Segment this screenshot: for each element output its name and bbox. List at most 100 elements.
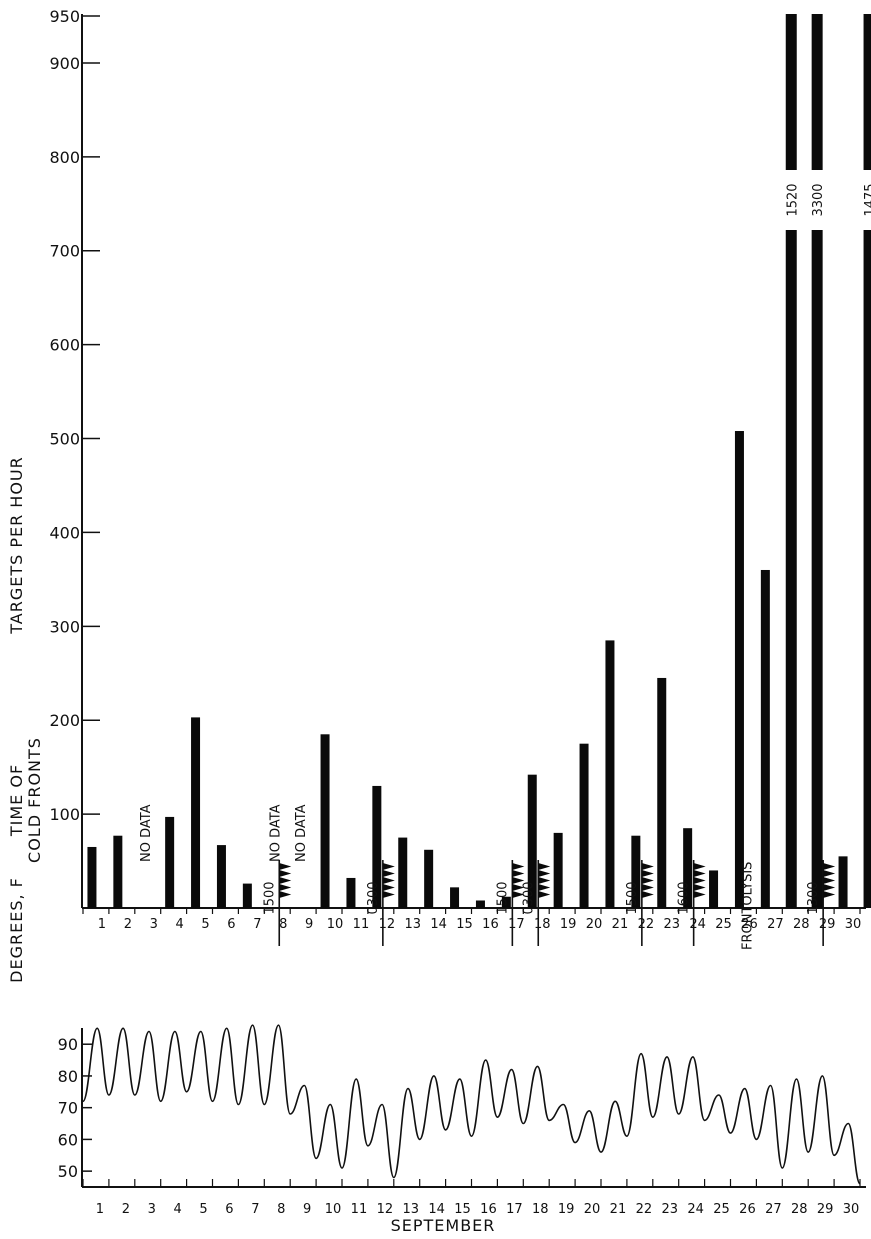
temp-x-tick-label-20: 20: [584, 1202, 601, 1217]
temp-x-tick-label-5: 5: [199, 1202, 207, 1217]
bar-x-tick-label-9: 9: [305, 917, 313, 932]
bar-x-tick-label-15: 15: [456, 917, 473, 932]
bar-y-tick-label-200: 200: [49, 711, 80, 730]
fronts-axis-title-line1: TIME OF: [7, 764, 26, 837]
cold-fronts-panel: 1500 0300 1500 0300 1500 1600 1300 FRONTOLYSIS: [262, 860, 836, 950]
temp-x-tick-label-17: 17: [506, 1202, 523, 1217]
temp-x-tick-label-14: 14: [428, 1202, 445, 1217]
bar-x-tick-label-13: 13: [404, 917, 421, 932]
bar-y-tick-label-300: 300: [49, 617, 80, 636]
bar-day-14: [424, 849, 434, 908]
temp-y-tick-label-70: 70: [58, 1099, 78, 1118]
temp-y-tick-label-50: 50: [58, 1162, 78, 1181]
bar-y-tick-label-400: 400: [49, 523, 80, 542]
bar-x-tick-label-10: 10: [327, 917, 344, 932]
bar-x-tick-label-19: 19: [560, 917, 577, 932]
temp-x-tick-label-16: 16: [480, 1202, 497, 1217]
temp-x-tick-label-4: 4: [174, 1202, 182, 1217]
bar-x-tick-label-25: 25: [715, 917, 732, 932]
bar-x-tick-label-1: 1: [98, 917, 106, 932]
bar-day-2: [113, 835, 123, 908]
bar-x-tick-label-30: 30: [845, 917, 862, 932]
temp-x-tick-label-2: 2: [122, 1202, 130, 1217]
bar-value-label-day-28: 1520: [785, 183, 800, 216]
bar-day-7: [242, 883, 252, 908]
bar-day-12: [372, 785, 382, 908]
temp-x-tick-label-21: 21: [610, 1202, 627, 1217]
bar-x-tick-label-29: 29: [819, 917, 836, 932]
no-data-label-day-8: NO DATA: [268, 804, 283, 862]
front-symbol-day-22: [641, 863, 654, 898]
bar-x-tick-label-4: 4: [176, 917, 184, 932]
bar-x-tick-label-28: 28: [793, 917, 810, 932]
bar-x-tick-label-7: 7: [253, 917, 261, 932]
front-symbol-day-24: [693, 863, 706, 898]
temp-x-tick-label-25: 25: [713, 1202, 730, 1217]
bar-value-label-day-29: 3300: [811, 183, 826, 216]
temp-y-tick-label-60: 60: [58, 1130, 78, 1149]
front-time-label-day-12: 0300: [366, 881, 381, 914]
bar-x-tick-label-23: 23: [663, 917, 680, 932]
bar-day-11: [346, 877, 356, 908]
front-time-label-day-29: 1300: [806, 881, 821, 914]
bar-extra-value-label: 1475: [863, 183, 871, 216]
bar-day-22: [631, 835, 641, 908]
frontolysis-label: FRONTOLYSIS: [740, 862, 755, 950]
temp-x-tick-label-19: 19: [558, 1202, 575, 1217]
temp-x-tick-label-11: 11: [351, 1202, 368, 1217]
bar-break-gap: [809, 170, 825, 230]
front-symbol-day-17: [512, 863, 525, 898]
temp-x-tick-label-30: 30: [843, 1202, 860, 1217]
bar-x-tick-label-14: 14: [430, 917, 447, 932]
bar-x-tick-label-26: 26: [741, 917, 758, 932]
bar-day-30: [838, 856, 848, 908]
temp-x-tick-label-9: 9: [303, 1202, 311, 1217]
bar-break-gap: [861, 170, 871, 230]
front-time-label-day-18: 0300: [521, 881, 536, 914]
no-data-label-day-9: NO DATA: [294, 804, 309, 862]
temp-x-tick-label-22: 22: [636, 1202, 653, 1217]
bar-x-tick-label-3: 3: [150, 917, 158, 932]
bar-day-29-broken: [811, 14, 823, 908]
temp-x-tick-label-28: 28: [791, 1202, 808, 1217]
no-data-label-day-3: NO DATA: [139, 804, 154, 862]
bar-day-16: [475, 900, 485, 908]
temp-x-tick-label-10: 10: [325, 1202, 342, 1217]
bar-y-axis-title: TARGETS PER HOUR: [7, 456, 26, 635]
temp-x-tick-label-26: 26: [739, 1202, 756, 1217]
bar-day-23: [657, 677, 667, 908]
bar-day-17: [501, 896, 511, 908]
temp-x-tick-label-18: 18: [532, 1202, 549, 1217]
front-time-label-day-24: 1600: [677, 881, 692, 914]
bar-x-tick-label-5: 5: [201, 917, 209, 932]
bar-day-26: [734, 431, 744, 908]
temp-y-tick-label-90: 90: [58, 1035, 78, 1054]
bar-x-tick-label-20: 20: [586, 917, 603, 932]
bar-x-tick-label-8: 8: [279, 917, 287, 932]
bar-day-20: [579, 743, 589, 908]
bar-day-5: [191, 717, 201, 908]
bar-day-18: [527, 774, 537, 908]
temp-x-tick-label-23: 23: [661, 1202, 678, 1217]
x-axis-title: SEPTEMBER: [391, 1216, 496, 1235]
bar-day-6: [216, 845, 226, 908]
bar-day-19: [553, 832, 563, 908]
temp-x-tick-label-7: 7: [251, 1202, 259, 1217]
bar-y-tick-label-800: 800: [49, 148, 80, 167]
bar-day-1: [87, 846, 97, 908]
temp-x-tick-label-27: 27: [765, 1202, 782, 1217]
bar-y-tick-label-950: 950: [49, 7, 80, 26]
temp-x-tick-label-24: 24: [687, 1202, 704, 1217]
bar-x-tick-label-24: 24: [689, 917, 706, 932]
temp-x-tick-label-12: 12: [377, 1202, 394, 1217]
bar-x-tick-label-18: 18: [534, 917, 551, 932]
bar-y-tick-label-100: 100: [49, 805, 80, 824]
temp-x-tick-label-29: 29: [817, 1202, 834, 1217]
bar-day-24: [683, 828, 693, 908]
bar-y-tick-label-900: 900: [49, 54, 80, 73]
front-time-label-day-17: 1500: [495, 881, 510, 914]
temp-x-tick-label-15: 15: [454, 1202, 471, 1217]
bar-break-gap: [783, 170, 799, 230]
bar-day-21: [605, 640, 615, 908]
